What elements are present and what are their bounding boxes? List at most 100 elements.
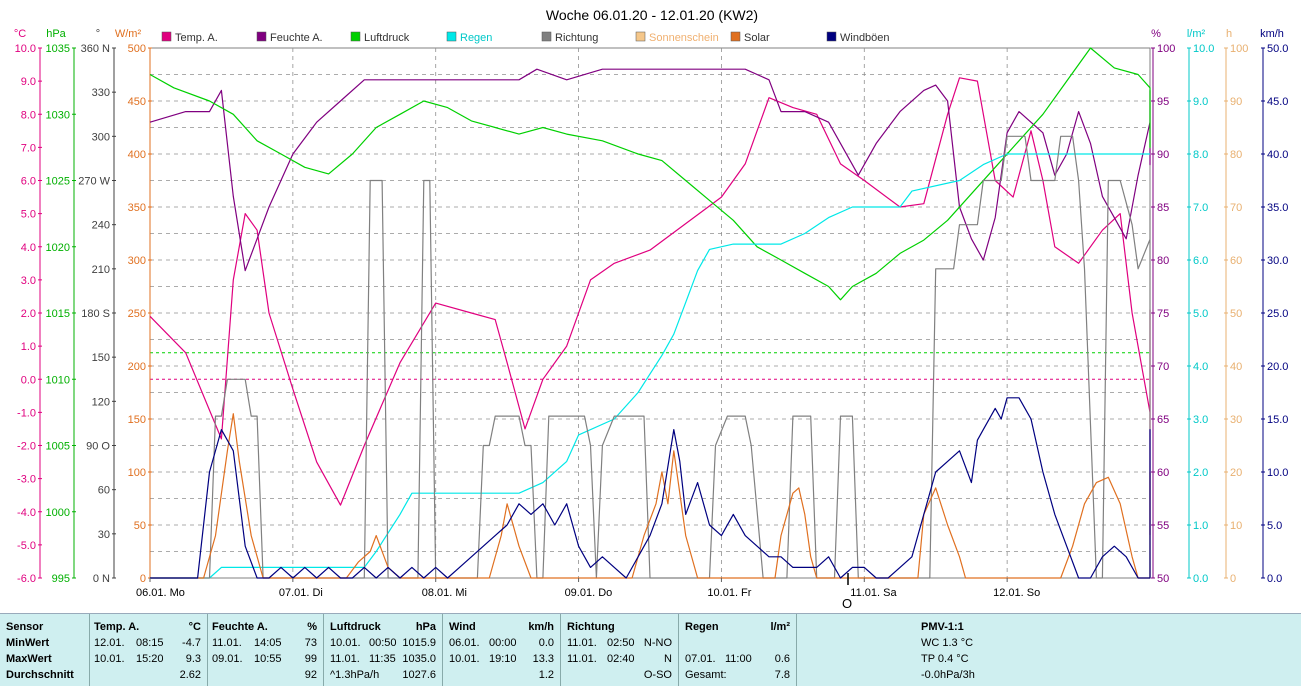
humidity-axis-tick-label: 90 [1157, 149, 1169, 161]
legend-label: Feuchte A. [270, 32, 323, 44]
stats-col-pressure: Luftdruck hPa 10.01. 00:50 1015.9 11.01. 11:… [323, 614, 442, 686]
direction-axis-tick-label: 360 N [81, 43, 110, 55]
legend-label: Regen [460, 32, 492, 44]
x-axis-day-label: 11.01. Sa [850, 587, 897, 599]
humidity-axis-tick-label: 55 [1157, 520, 1169, 532]
stats-col-sensor: Sensor MinWert MaxWert Durchschnitt [0, 614, 88, 686]
humidity-axis-tick-label: 50 [1157, 573, 1169, 585]
series-line-windb-en [150, 397, 1151, 579]
stats-wind-avg-value: 1.2 [538, 669, 554, 681]
wind-axis-tick-label: 25.0 [1267, 308, 1288, 320]
stats-direction-min-date: 11.01. [567, 637, 597, 649]
pressure-unit-label: hPa [46, 28, 66, 40]
temp-axis-tick-label: 9.0 [21, 76, 36, 88]
humidity-axis-tick-label: 80 [1157, 255, 1169, 267]
wind-axis-tick-label: 10.0 [1267, 467, 1288, 479]
stats-wind-header: Wind [449, 621, 476, 633]
solar-axis-tick-label: 350 [128, 202, 146, 214]
stats-temp-max-time: 15:20 [136, 653, 164, 665]
humidity-axis-tick-label: 100 [1157, 43, 1175, 55]
direction-axis-tick-label: 270 W [78, 176, 110, 188]
legend-swatch [541, 31, 552, 42]
pressure-axis-tick-label: 1005 [46, 441, 70, 453]
legend-label: Richtung [555, 32, 598, 44]
stats-pressure-max-date: 11.01. [330, 653, 360, 665]
rain-unit-label: l/m² [1187, 28, 1206, 40]
rain-axis-tick-label: 2.0 [1193, 467, 1208, 479]
sunshine-axis-tick-label: 100 [1230, 43, 1248, 55]
temp-axis-tick-label: 1.0 [21, 341, 36, 353]
stats-rain-max-date: 07.01. [685, 653, 716, 665]
wind-axis-tick-label: 20.0 [1267, 361, 1288, 373]
sunshine-axis-tick-label: 80 [1230, 149, 1242, 161]
solar-unit-label: W/m² [115, 28, 142, 40]
stats-sensor-header: Sensor [6, 621, 44, 633]
stats-temp-min-time: 08:15 [136, 637, 164, 649]
stats-pmv-dewpoint: TP 0.4 °C [921, 653, 969, 665]
x-axis-day-label: 09.01. Do [565, 587, 613, 599]
sunshine-unit-label: h [1226, 28, 1232, 40]
rain-axis-tick-label: 9.0 [1193, 96, 1208, 108]
stats-wind-min-date: 06.01. [449, 637, 480, 649]
stats-pressure-trend: ^1.3hPa/h [330, 669, 380, 681]
sunshine-axis-tick-label: 60 [1230, 255, 1242, 267]
temp-axis-tick-label: -5.0 [17, 540, 36, 552]
stats-direction-max-value: N [664, 653, 672, 665]
solar-axis-tick-label: 0 [140, 573, 146, 585]
stats-rain-total-label: Gesamt: [685, 669, 727, 681]
chart-legend: Temp. A. Feuchte A. Luftdruck Regen Richtung… [161, 31, 890, 44]
humidity-axis-tick-label: 65 [1157, 414, 1169, 426]
humidity-axis-tick-label: 70 [1157, 361, 1169, 373]
temp-axis-tick-label: 5.0 [21, 209, 36, 221]
sunshine-axis-tick-label: 30 [1230, 414, 1242, 426]
wind-axis-tick-label: 40.0 [1267, 149, 1288, 161]
legend-swatch [446, 31, 457, 42]
sunshine-axis-tick-label: 10 [1230, 520, 1242, 532]
stats-temp-unit: °C [188, 621, 201, 633]
legend-label: Windböen [840, 32, 890, 44]
temp-unit-label: °C [14, 28, 26, 40]
pressure-axis-tick-label: 995 [52, 573, 70, 585]
weather-chart: Woche 06.01.20 - 12.01.20 (KW2) Temp. A.… [14, 7, 1289, 611]
stats-pmv-header: PMV-1:1 [921, 621, 964, 633]
wind-axis-tick-label: 5.0 [1267, 520, 1282, 532]
solar-axis-tick-label: 100 [128, 467, 146, 479]
chart-title: Woche 06.01.20 - 12.01.20 (KW2) [546, 7, 758, 23]
direction-axis-tick-label: 30 [98, 529, 110, 541]
pressure-axis-tick-label: 1000 [46, 507, 70, 519]
now-marker: O [842, 573, 852, 611]
legend-label: Sonnenschein [649, 32, 719, 44]
direction-axis-tick-label: 90 O [86, 441, 110, 453]
sunshine-axis-tick-label: 70 [1230, 202, 1242, 214]
rain-axis-tick-label: 10.0 [1193, 43, 1214, 55]
sunshine-axis-tick-label: 40 [1230, 361, 1242, 373]
temp-axis-tick-label: -4.0 [17, 507, 36, 519]
stats-wind-min-value: 0.0 [538, 637, 554, 649]
solar-axis-tick-label: 400 [128, 149, 146, 161]
temp-axis-tick-label: 7.0 [21, 142, 36, 154]
solar-axis-tick-label: 250 [128, 308, 146, 320]
stats-humidity-min-value: 73 [304, 637, 317, 649]
stats-wind-max-date: 10.01. [449, 653, 480, 665]
direction-axis-tick-label: 60 [98, 485, 110, 497]
temp-axis-tick-label: -3.0 [17, 474, 36, 486]
stats-rain-unit: l/m² [770, 621, 790, 633]
legend-swatch [635, 31, 646, 42]
series-line-luftdruck [149, 47, 1151, 301]
stats-pressure-min-date: 10.01. [330, 637, 361, 649]
chart-axes: 10.0 9.0 8.0 7.0 6.0 5.0 4.0 3.0 2.0 1.0 0.0 -1.0 -2… [15, 43, 1289, 585]
wind-axis-tick-label: 15.0 [1267, 414, 1288, 426]
stats-rain-max-value: 0.6 [774, 653, 790, 665]
temp-axis-tick-label: 10.0 [15, 43, 36, 55]
rain-axis-tick-label: 3.0 [1193, 414, 1208, 426]
stats-col-pmv: PMV-1:1 WC 1.3 °C TP 0.4 °C -0.0hPa/3h [796, 614, 1301, 686]
temp-axis-tick-label: 8.0 [21, 109, 36, 121]
stats-humidity-max-value: 99 [304, 653, 317, 665]
stats-humidity-header: Feuchte A. [212, 621, 268, 633]
stats-direction-header: Richtung [567, 621, 615, 633]
stats-row-max-label: MaxWert [6, 653, 52, 665]
wind-axis-tick-label: 30.0 [1267, 255, 1288, 267]
stats-temp-min-value: -4.7 [182, 637, 201, 649]
sunshine-axis-tick-label: 0 [1230, 573, 1236, 585]
solar-axis-tick-label: 300 [128, 255, 146, 267]
